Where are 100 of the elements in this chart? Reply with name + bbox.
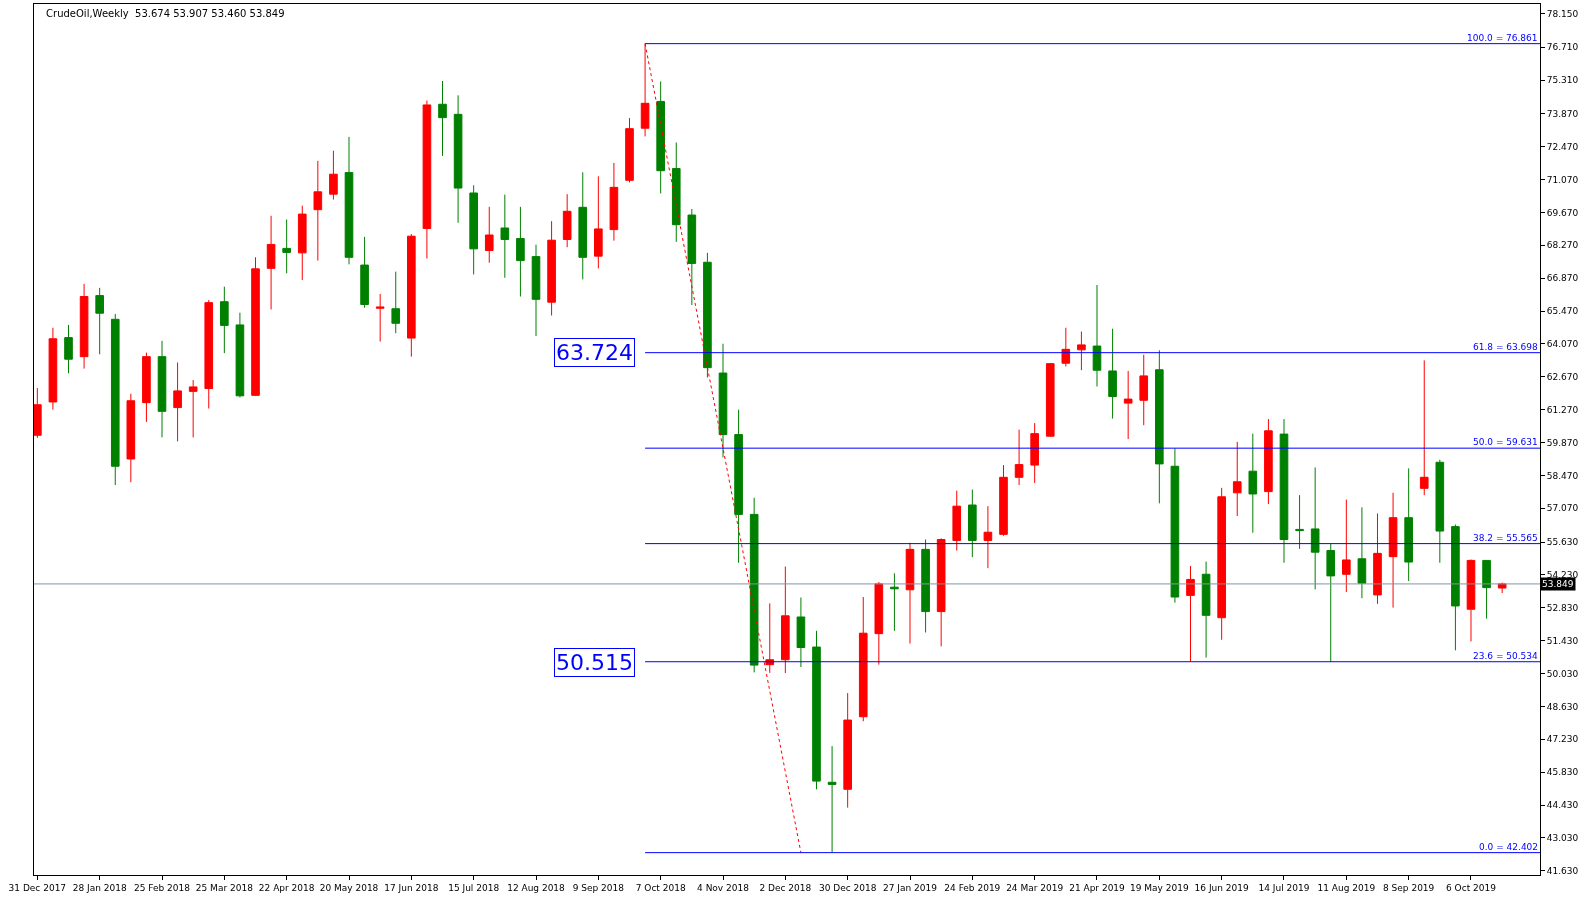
candlestick (952, 490, 962, 552)
x-tick-label: 2 Dec 2018 (759, 882, 812, 893)
candlestick (1342, 499, 1351, 593)
x-tick-label: 22 Apr 2018 (258, 882, 315, 893)
x-tick-label: 28 Jan 2018 (72, 882, 127, 893)
x-tick-label: 31 Dec 2017 (8, 882, 67, 893)
series-label: 38.2 = 55.565 (1473, 533, 1538, 543)
candlestick (1373, 512, 1382, 605)
y-tick-label: 41.630 (1546, 865, 1579, 876)
candlestick (220, 286, 229, 354)
candlestick (407, 233, 416, 358)
y-tick-label: 62.670 (1546, 371, 1579, 382)
y-tick-label: 44.430 (1546, 800, 1579, 811)
y-tick-label: 68.270 (1546, 240, 1579, 251)
candlestick (344, 136, 354, 265)
y-tick-label: 64.070 (1546, 339, 1579, 350)
candlestick (671, 142, 681, 243)
candlestick (1248, 433, 1258, 534)
candlestick (157, 340, 167, 438)
candlestick (921, 539, 930, 633)
ref-line-label: 53.849 (1542, 579, 1574, 589)
y-tick-label: 50.030 (1546, 668, 1579, 679)
candlestick (297, 205, 307, 281)
annotation: 50.515 (556, 650, 633, 675)
candlestick (703, 252, 712, 379)
candlestick (453, 94, 463, 224)
candlestick (827, 745, 837, 854)
candlestick (1232, 441, 1242, 517)
candlestick (1295, 494, 1304, 550)
x-tick-label: 30 Dec 2018 (818, 882, 877, 893)
candlestick (843, 692, 852, 809)
candlestick (562, 193, 572, 248)
y-tick-label: 59.870 (1546, 437, 1579, 448)
candlestick (516, 206, 525, 298)
candlestick (1155, 349, 1164, 504)
candlestick (1123, 370, 1133, 440)
candlestick (173, 362, 182, 442)
candlestick (79, 283, 89, 370)
x-tick-label: 25 Mar 2018 (195, 882, 254, 893)
x-tick-label: 6 Oct 2019 (1446, 882, 1497, 893)
candlestick (422, 99, 432, 259)
candlestick (936, 537, 946, 647)
candlestick (1357, 506, 1367, 599)
candlestick (1310, 466, 1320, 590)
candlestick (1217, 487, 1226, 641)
x-tick-label: 14 Jul 2019 (1258, 882, 1310, 893)
y-tick-label: 43.030 (1546, 833, 1579, 844)
y-tick-label: 65.470 (1546, 306, 1579, 317)
x-tick-label: 27 Jan 2019 (883, 882, 938, 893)
candlestick (126, 393, 136, 483)
chart-title: CrudeOil,Weekly 53.674 53.907 53.460 53.849 (46, 7, 285, 19)
candlestick (1092, 284, 1102, 387)
series-label: 61.8 = 63.698 (1473, 342, 1539, 352)
series-label: 100.0 = 76.861 (1467, 33, 1538, 43)
candlestick (1201, 561, 1211, 659)
candlestick (1419, 359, 1429, 496)
candlestick (1030, 422, 1039, 484)
candlestick (983, 505, 993, 569)
candlestick (749, 497, 759, 673)
candlestick (531, 244, 541, 337)
candlestick (64, 324, 73, 374)
y-tick-label: 54.230 (1546, 570, 1579, 581)
candlestick (34, 387, 42, 439)
x-tick-label: 20 May 2018 (319, 882, 379, 893)
candlestick (282, 219, 291, 274)
candlestick (578, 171, 588, 280)
candlestick (812, 630, 821, 790)
series-label: 23.6 = 50.534 (1473, 651, 1539, 661)
candlestick (235, 312, 245, 398)
candlestick (469, 184, 478, 275)
series-label: 0.0 = 42.402 (1479, 842, 1539, 852)
annotation: 63.724 (556, 340, 633, 365)
y-tick-label: 72.470 (1546, 141, 1579, 152)
candlestick (1186, 565, 1195, 662)
candlestick (1139, 354, 1149, 426)
candlestick (1404, 467, 1413, 582)
y-tick-label: 57.070 (1546, 503, 1579, 514)
candlestick (656, 80, 665, 194)
candlestick (188, 379, 198, 438)
x-tick-label: 9 Sep 2018 (572, 882, 625, 893)
y-tick-label: 45.830 (1546, 767, 1579, 778)
x-tick-label: 15 Jul 2018 (448, 882, 500, 893)
candlestick (500, 194, 510, 279)
y-tick-label: 52.830 (1546, 602, 1579, 613)
x-tick-label: 19 May 2019 (1129, 882, 1189, 893)
candlestick (251, 256, 260, 397)
x-tick-label: 11 Aug 2019 (1317, 882, 1376, 893)
candlestick (142, 352, 151, 423)
x-tick-label: 8 Sep 2019 (1383, 882, 1435, 893)
candlestick (329, 150, 338, 201)
y-tick-label: 47.230 (1546, 734, 1579, 745)
x-tick-label: 16 Jun 2019 (1194, 882, 1249, 893)
candlestick (1279, 418, 1289, 564)
candlestick (204, 299, 214, 410)
candlestick (594, 175, 603, 269)
x-tick-label: 25 Feb 2018 (133, 882, 191, 893)
candlestick (718, 343, 728, 458)
candlestick (1482, 559, 1491, 620)
candlestick (1014, 429, 1024, 486)
candlestick (547, 220, 556, 317)
